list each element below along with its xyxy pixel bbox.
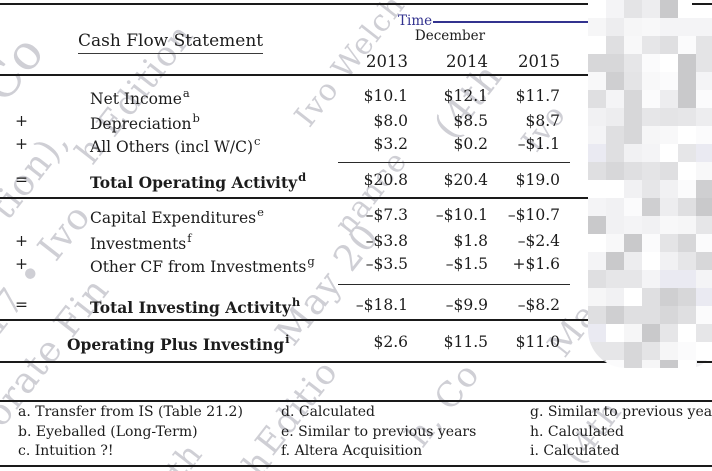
cell-value: $19.0	[515, 171, 560, 189]
row-label: Investmentsf	[90, 231, 192, 254]
row-sign: +	[15, 135, 28, 153]
row-label: Other CF from Investmentsg	[90, 254, 315, 277]
rule-footnotes-top	[0, 400, 712, 402]
rule-bottom-right-segment	[697, 361, 712, 363]
rule-table-bottom	[0, 361, 712, 363]
row-label: Operating Plus Investingi	[67, 332, 290, 355]
cell-value: –$18.1	[355, 296, 408, 314]
rule-operating-subtotal	[338, 162, 570, 163]
cell-value: $11.0	[515, 333, 560, 351]
footnote-item: d. Calculated	[281, 404, 375, 420]
row-label: Capital Expenditurese	[90, 205, 264, 228]
cell-value: $3.2	[373, 135, 408, 153]
table-title: Cash Flow Statement	[78, 31, 264, 54]
row-label: All Others (incl W/C)c	[90, 134, 261, 157]
cell-value: –$2.4	[517, 232, 560, 250]
table-row-depreciation: + Depreciationb $8.0 $8.5 $8.7	[0, 111, 712, 134]
footnote-item: b. Eyeballed (Long-Term)	[18, 423, 198, 440]
time-axis-line	[433, 21, 712, 23]
cell-value: $8.7	[525, 112, 560, 130]
table-row-capital-expenditures: Capital Expenditurese –$7.3 –$10.1 –$10.…	[0, 205, 712, 228]
rule-after-investing	[0, 319, 712, 321]
cell-value: –$3.5	[365, 255, 408, 273]
footnote-item: e. Similar to previous years	[281, 423, 477, 440]
cell-value: $11.7	[515, 87, 560, 105]
footnote-marker: i	[285, 332, 290, 346]
cell-value: –$7.3	[365, 206, 408, 224]
table-row-operating-plus-investing: Operating Plus Investingi $2.6 $11.5 $11…	[0, 332, 712, 355]
footnote-marker: b	[192, 111, 200, 125]
rule-investing-subtotal	[338, 284, 570, 285]
pixelated-censored-region	[588, 0, 712, 368]
cell-value: $11.5	[443, 333, 488, 351]
footnote-item: i. Calculated	[530, 443, 620, 459]
cell-value: –$10.1	[435, 206, 488, 224]
cell-value: $20.8	[363, 171, 408, 189]
column-header-year: 2015	[518, 52, 560, 71]
rule-footnotes-bottom	[0, 465, 712, 467]
footnote-item: h. Calculated	[530, 423, 625, 440]
cell-value: –$1.1	[517, 135, 560, 153]
footnote-item: g. Similar to previous years	[530, 404, 712, 420]
row-sign: +	[15, 232, 28, 250]
footnote-marker: c	[254, 134, 261, 148]
rule-top-right-segment	[692, 3, 712, 5]
table-row-net-income: Net Incomea $10.1 $12.1 $11.7	[0, 86, 712, 109]
rule-below-years	[0, 74, 712, 76]
cell-value: –$3.8	[365, 232, 408, 250]
time-axis-label: Time	[398, 13, 433, 29]
row-label: Total Investing Activityh	[90, 295, 301, 318]
cell-value: –$8.2	[517, 296, 560, 314]
table-row-other-cf: + Other CF from Investmentsg –$3.5 –$1.5…	[0, 254, 712, 277]
rule-top	[0, 3, 712, 5]
footnote-marker: e	[257, 205, 264, 219]
row-label: Total Operating Activityd	[90, 170, 307, 193]
row-label: Net Incomea	[90, 86, 190, 109]
cell-value: $10.1	[363, 87, 408, 105]
footnote-column-1: a. Transfer from IS (Table 21.2) b. Eyeb…	[18, 403, 243, 462]
table-row-total-investing: = Total Investing Activityh –$18.1 –$9.9…	[0, 295, 712, 318]
footnote-marker: h	[291, 295, 301, 309]
footnote-item: f. Altera Acquisition	[281, 443, 423, 459]
cell-value: $8.0	[373, 112, 408, 130]
footnote-marker: g	[307, 254, 315, 268]
column-header-year: 2014	[446, 52, 488, 71]
table-row-all-others: + All Others (incl W/C)c $3.2 $0.2 –$1.1	[0, 134, 712, 157]
table-row-investments: + Investmentsf –$3.8 $1.8 –$2.4	[0, 231, 712, 254]
row-sign: +	[15, 255, 28, 273]
footnote-item: a. Transfer from IS (Table 21.2)	[18, 404, 243, 420]
row-sign: =	[15, 296, 28, 314]
footnote-marker: d	[298, 170, 307, 184]
footnote-item: c. Intuition ?!	[18, 443, 114, 459]
rule-after-operating	[0, 197, 712, 199]
cell-value: +$1.6	[512, 255, 561, 273]
cell-value: –$9.9	[445, 296, 488, 314]
cell-value: $1.8	[453, 232, 488, 250]
row-sign: +	[15, 112, 28, 130]
cell-value: $12.1	[443, 87, 488, 105]
footnote-marker: a	[182, 86, 190, 100]
row-label: Depreciationb	[90, 111, 200, 134]
footnote-column-2: d. Calculated e. Similar to previous yea…	[281, 403, 476, 462]
cell-value: $2.6	[373, 333, 408, 351]
month-label: December	[414, 28, 486, 44]
column-header-year: 2013	[366, 52, 408, 71]
cell-value: $20.4	[443, 171, 488, 189]
cell-value: $0.2	[453, 135, 488, 153]
cell-value: –$10.7	[507, 206, 560, 224]
table-row-total-operating: = Total Operating Activityd $20.8 $20.4 …	[0, 170, 712, 193]
footnote-column-3: g. Similar to previous years h. Calculat…	[530, 403, 712, 462]
footnote-marker: f	[187, 231, 192, 245]
row-sign: =	[15, 171, 28, 189]
cell-value: –$1.5	[445, 255, 488, 273]
cell-value: $8.5	[453, 112, 488, 130]
